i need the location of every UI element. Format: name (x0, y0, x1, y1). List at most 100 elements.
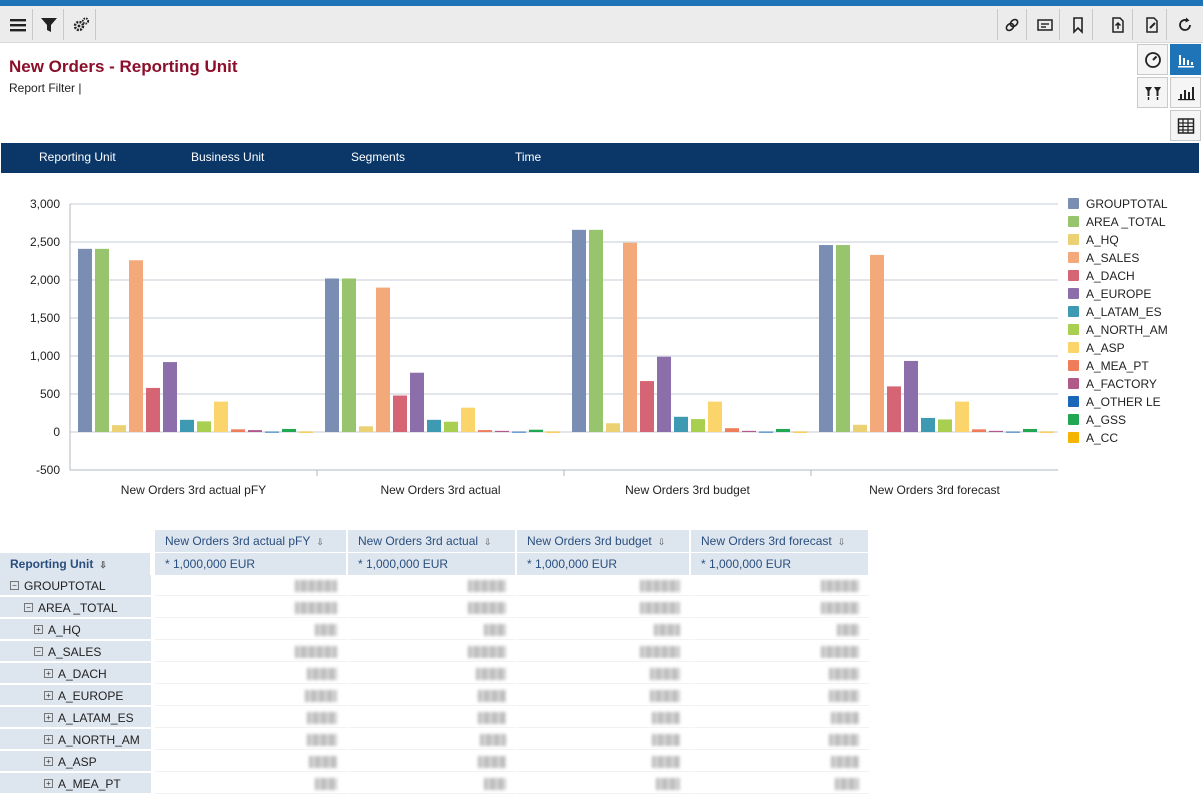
sort-icon[interactable]: ⇩ (316, 537, 324, 547)
row-label[interactable]: − AREA _TOTAL (0, 597, 151, 618)
column-header[interactable]: New Orders 3rd budget ⇩ (517, 530, 690, 552)
expand-icon[interactable]: + (44, 757, 53, 767)
redacted-value (468, 602, 506, 614)
column-header[interactable]: New Orders 3rd actual ⇩ (348, 530, 516, 552)
bar-chart-toggle-icon[interactable] (1170, 44, 1201, 75)
link-icon[interactable] (997, 9, 1027, 40)
collapse-icon[interactable]: − (10, 581, 19, 591)
bar-a-latam-es (674, 416, 688, 432)
row-label[interactable]: + A_EUROPE (0, 685, 151, 706)
redacted-value (650, 668, 680, 680)
bar-a-other-le (265, 431, 279, 433)
row-label[interactable]: − GROUPTOTAL (0, 575, 151, 596)
row-label[interactable]: + A_HQ (0, 619, 151, 640)
redacted-value (480, 734, 506, 746)
bar-a-sales (376, 287, 390, 432)
x-category-label: New Orders 3rd budget (625, 483, 750, 497)
x-category-label: New Orders 3rd forecast (869, 483, 1000, 497)
bar-a-latam-es (921, 417, 935, 432)
expand-icon[interactable]: + (44, 779, 53, 789)
menu-icon[interactable] (3, 9, 33, 40)
nav-item-time[interactable]: Time (515, 150, 542, 164)
bar-a-dach (640, 381, 654, 432)
table-icon[interactable] (1170, 110, 1201, 141)
value-cell (691, 619, 869, 640)
value-cell (517, 729, 690, 750)
column-header-label: New Orders 3rd actual pFY (165, 534, 311, 548)
legend-label: A_LATAM_ES (1086, 305, 1162, 319)
row-label-text: A_SALES (48, 645, 102, 659)
nav-item-segments[interactable]: Segments (351, 150, 406, 164)
value-cell (691, 773, 869, 794)
row-label[interactable]: + A_ASP (0, 751, 151, 772)
bar-a-sales (623, 242, 637, 432)
collapse-icon[interactable]: − (34, 647, 43, 657)
column-header[interactable]: New Orders 3rd forecast ⇩ (691, 530, 869, 552)
bar-a-dach (393, 395, 407, 432)
y-tick-label: 3,000 (30, 197, 60, 211)
redacted-value (821, 580, 859, 592)
row-label[interactable]: + A_DACH (0, 663, 151, 684)
bar-grouptotal (78, 248, 92, 432)
expand-icon[interactable]: + (44, 669, 53, 679)
bar-a-europe (410, 372, 424, 432)
redacted-value (307, 712, 337, 724)
value-cell (517, 575, 690, 596)
value-cell (155, 575, 347, 596)
expand-icon[interactable]: + (34, 625, 43, 635)
bar-a-hq (606, 423, 620, 432)
filter-sort-icon[interactable] (1137, 77, 1168, 108)
bar-a-dach (146, 387, 160, 432)
bar-a-factory (495, 430, 509, 432)
settings-icon[interactable] (66, 9, 96, 40)
bar-a-north-am (691, 419, 705, 432)
value-cell (155, 773, 347, 794)
page-title: New Orders - Reporting Unit (9, 57, 238, 76)
bar-a-cc (299, 431, 313, 433)
nav-item-business-unit[interactable]: Business Unit (191, 150, 265, 164)
row-header-label[interactable]: Reporting Unit ⇩ (0, 553, 151, 575)
bookmark-icon[interactable] (1063, 9, 1093, 40)
expand-icon[interactable]: + (44, 691, 53, 701)
export-icon[interactable] (1103, 9, 1133, 40)
sort-icon[interactable]: ⇩ (99, 560, 107, 570)
bar-a-gss (1023, 428, 1037, 432)
sort-icon[interactable]: ⇩ (657, 537, 666, 547)
redacted-value (484, 778, 506, 790)
collapse-icon[interactable]: − (24, 603, 33, 613)
column-header[interactable]: New Orders 3rd actual pFY ⇩ (155, 530, 347, 552)
row-label[interactable]: − A_SALES (0, 641, 151, 662)
bar-a-hq (853, 424, 867, 432)
bar-a-mea-pt (725, 428, 739, 432)
row-label[interactable]: + A_NORTH_AM (0, 729, 151, 750)
column-unit: * 1,000,000 EUR (348, 553, 516, 575)
edit-doc-icon[interactable] (1137, 9, 1167, 40)
legend-label: A_EUROPE (1086, 287, 1151, 301)
redacted-value (478, 690, 506, 702)
message-icon[interactable] (1030, 9, 1060, 40)
expand-icon[interactable]: + (44, 713, 53, 723)
row-label[interactable]: + A_MEA_PT (0, 773, 151, 794)
row-label[interactable]: + A_LATAM_ES (0, 707, 151, 728)
bar-a-latam-es (180, 419, 194, 432)
bar-a-hq (359, 426, 373, 432)
sort-icon[interactable]: ⇩ (484, 537, 492, 547)
bar-a-europe (657, 356, 671, 432)
column-chart-icon[interactable] (1170, 77, 1201, 108)
legend-label: A_FACTORY (1086, 377, 1157, 391)
redacted-value (309, 756, 337, 768)
bar-a-europe (904, 360, 918, 432)
gauge-icon[interactable] (1137, 44, 1168, 75)
nav-item-reporting-unit[interactable]: Reporting Unit (39, 150, 116, 164)
sort-icon[interactable]: ⇩ (837, 537, 846, 547)
legend-label: A_GSS (1086, 413, 1126, 427)
legend-label: AREA _TOTAL (1086, 215, 1166, 229)
bar-a-gss (282, 428, 296, 432)
value-cell (517, 641, 690, 662)
expand-icon[interactable]: + (44, 735, 53, 745)
filter-icon[interactable] (34, 9, 64, 40)
refresh-icon[interactable] (1170, 9, 1200, 40)
bar-a-sales (870, 254, 884, 432)
legend-label: A_NORTH_AM (1086, 323, 1168, 337)
value-cell (348, 707, 516, 728)
